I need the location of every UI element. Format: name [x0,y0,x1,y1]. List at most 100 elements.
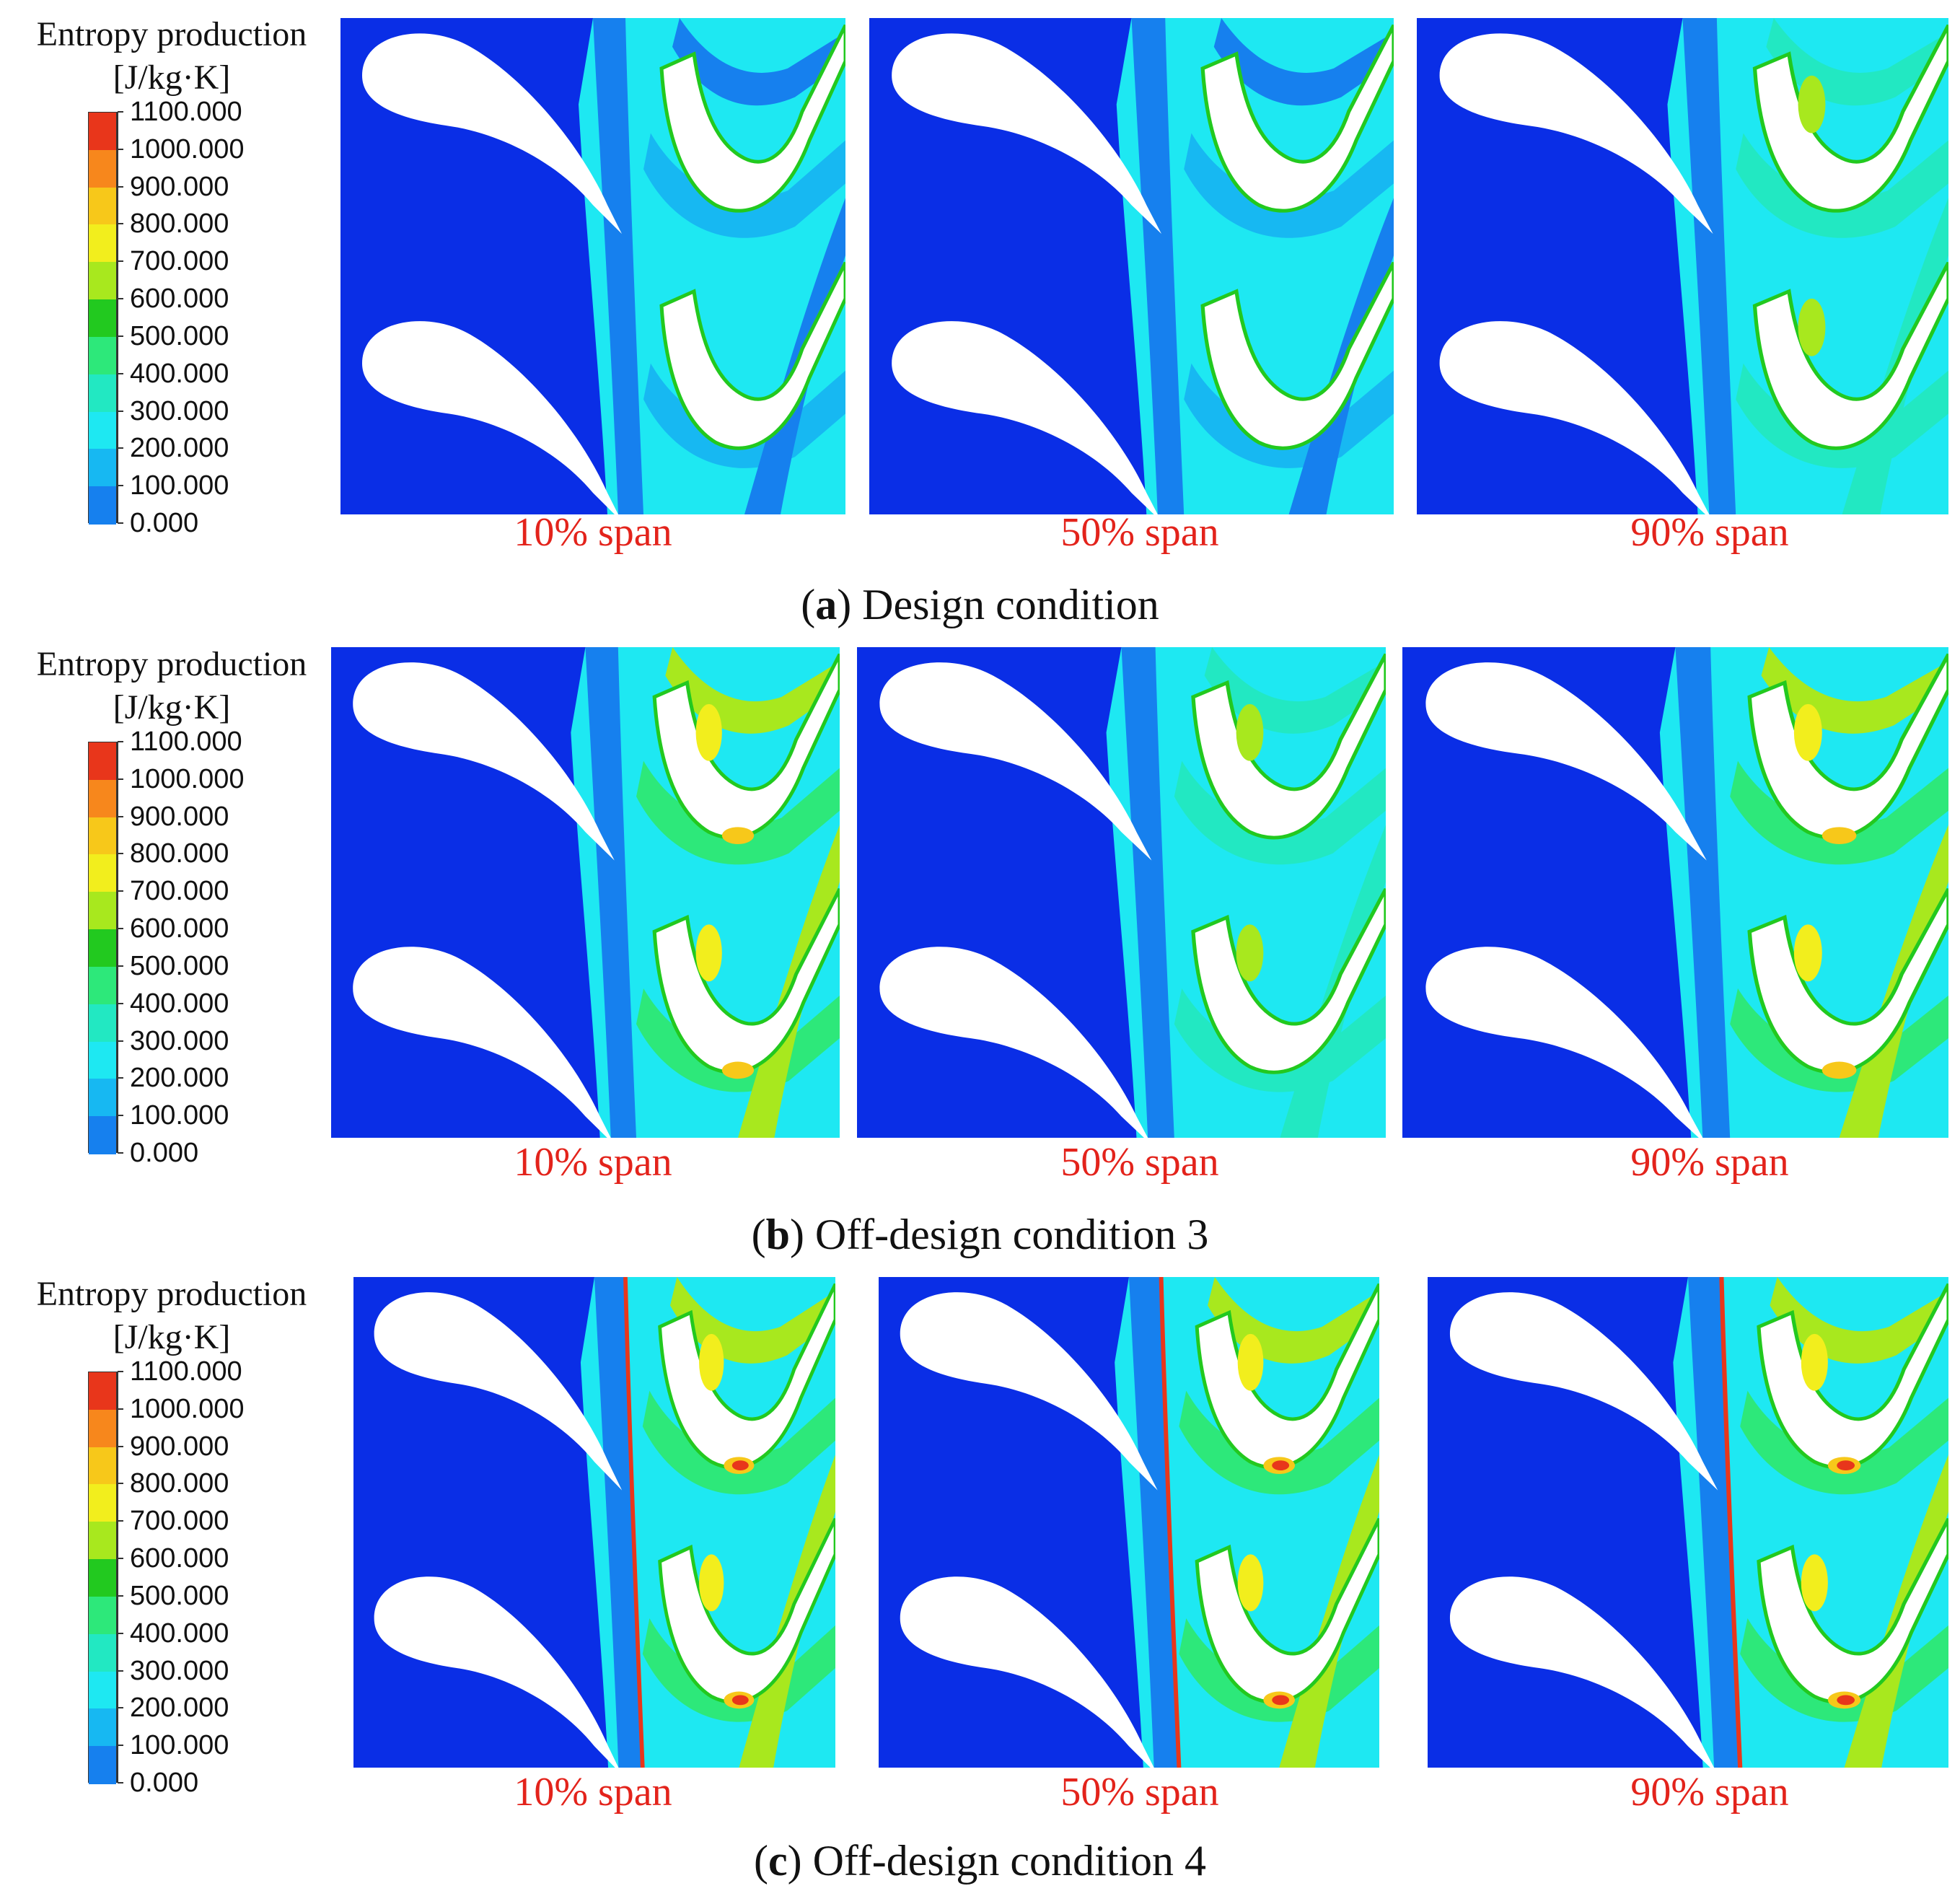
span-label-50: 50% span [1060,1770,1219,1815]
caption-letter: a [815,581,838,628]
colorbar-tick-label: 700.000 [130,876,229,907]
colorbar-tick-label: 800.000 [130,1468,229,1499]
interface-wake [1129,1277,1179,1768]
colorbar-tick-mark [118,522,123,524]
hot-spot-lower [1801,1554,1828,1612]
stator-blade-lower [1439,321,1710,514]
colorbar [88,1372,117,1784]
colorbar-tick-label: 500.000 [130,320,229,351]
caption-text: Design condition [862,581,1159,628]
hot-spot-lower [695,924,722,982]
hot-spot-lower [1793,924,1822,982]
peak-core-lower [731,1695,749,1706]
stator-blade-upper [353,662,615,861]
colorbar-tick-mark [118,1371,123,1372]
colorbar-tick-mark [118,1002,123,1004]
caption-text: Off-design condition 3 [814,1211,1209,1258]
colorbar-tick-mark [118,815,123,817]
colorbar-axis [117,112,118,523]
colorbar-band [89,1596,116,1635]
colorbar-tick-label: 800.000 [130,209,229,240]
colorbar-tick-label: 100.000 [130,1100,229,1131]
rotor-blade-upper-edge [1757,1283,1948,1470]
colorbar [88,742,117,1154]
contour-plot [1417,18,1948,514]
span-label-10: 10% span [514,1140,672,1185]
colorbar-band [89,449,116,488]
colorbar-band [89,966,116,1005]
contour-panel-10-span [331,647,840,1138]
rotor-blade-upper-edge [1191,653,1386,840]
stator-blade-upper [374,1292,623,1491]
interface-wake [593,18,643,514]
peak-core-upper [731,1460,749,1471]
colorbar-tick-mark [118,1077,123,1079]
span-label-10: 10% span [514,1770,672,1815]
colorbar-band [89,779,116,818]
colorbar-tick-label: 800.000 [130,838,229,869]
passage-band-upper [642,1390,835,1495]
contour-panel-90-span [1417,18,1948,514]
colorbar-tick-label: 600.000 [130,913,229,944]
colorbar-tick-mark [118,778,123,780]
contour-plot [353,1277,835,1768]
legend-title-quantity: Entropy production [36,645,307,683]
rotor-blade-lower-edge [652,887,840,1074]
caption-a: (a) Design condition [801,581,1159,628]
hot-spot-lower [1236,924,1264,982]
caption-c: (c) Off-design condition 4 [753,1837,1207,1885]
colorbar-tick-label: 0.000 [130,508,199,538]
rotor-blade-upper-edge [1195,1283,1379,1470]
colorbar-tick-label: 700.000 [130,246,229,277]
interface-wake [1131,18,1185,514]
stator-blade-upper [362,33,622,234]
colorbar-tick-label: 100.000 [130,1730,229,1761]
rotor-blade-lower [1749,889,1948,1073]
colorbar-tick-mark [118,447,123,449]
colorbar-tick-label: 100.000 [130,470,229,501]
interface-wake [1675,647,1731,1138]
colorbar-band [89,1116,116,1154]
rotor-blade-upper [1754,25,1948,211]
colorbar-band [89,854,116,893]
rotor-blade-lower [1197,1519,1379,1703]
colorbar-tick-mark [118,741,123,742]
rotor-blade-lower [662,263,845,449]
stator-blade-upper [879,662,1152,861]
colorbar-tick-label: 0.000 [130,1138,199,1168]
colorbar-axis [117,1372,118,1783]
colorbar-band [89,262,116,301]
colorbar-band [89,1633,116,1672]
colorbar-band [89,929,116,968]
row-off-design-4: Entropy production [J/kg·K] 1100.000 1000… [0,1260,1960,1890]
span-label-90: 90% span [1630,1140,1789,1185]
interface-peak-line [1159,1277,1182,1768]
stator-blade-upper [900,1292,1158,1491]
colorbar-tick-label: 900.000 [130,171,229,202]
legend-title: Entropy production [J/kg·K] [13,643,330,729]
hot-spot-upper [1237,1333,1264,1391]
peak-core-lower [1837,1695,1855,1706]
stator-blade-upper [1439,33,1713,234]
colorbar-band [89,1041,116,1080]
colorbar-tick-label: 200.000 [130,433,229,464]
colorbar-tick-mark [118,965,123,967]
colorbar-band [89,411,116,450]
colorbar-tick-mark [118,1594,123,1597]
colorbar-tick-label: 700.000 [130,1506,229,1537]
colorbar-tick-label: 300.000 [130,1655,229,1686]
colorbar-tick-label: 400.000 [130,358,229,389]
colorbar-tick-mark [118,1115,123,1117]
colorbar-tick-label: 200.000 [130,1693,229,1724]
rotor-blade-upper [659,1284,835,1468]
colorbar-tick-mark [118,185,123,188]
colorbar-tick-label: 200.000 [130,1063,229,1094]
passage-band-top [1213,18,1394,106]
hot-spot-upper [1236,703,1264,761]
passage-band-upper [1740,1390,1948,1495]
colorbar-band [89,1671,116,1710]
rotor-blade-lower-edge [1752,261,1948,450]
contour-panel-90-span [1402,647,1948,1138]
interface-wake [1688,1277,1741,1768]
colorbar-tick-mark [118,1483,123,1485]
